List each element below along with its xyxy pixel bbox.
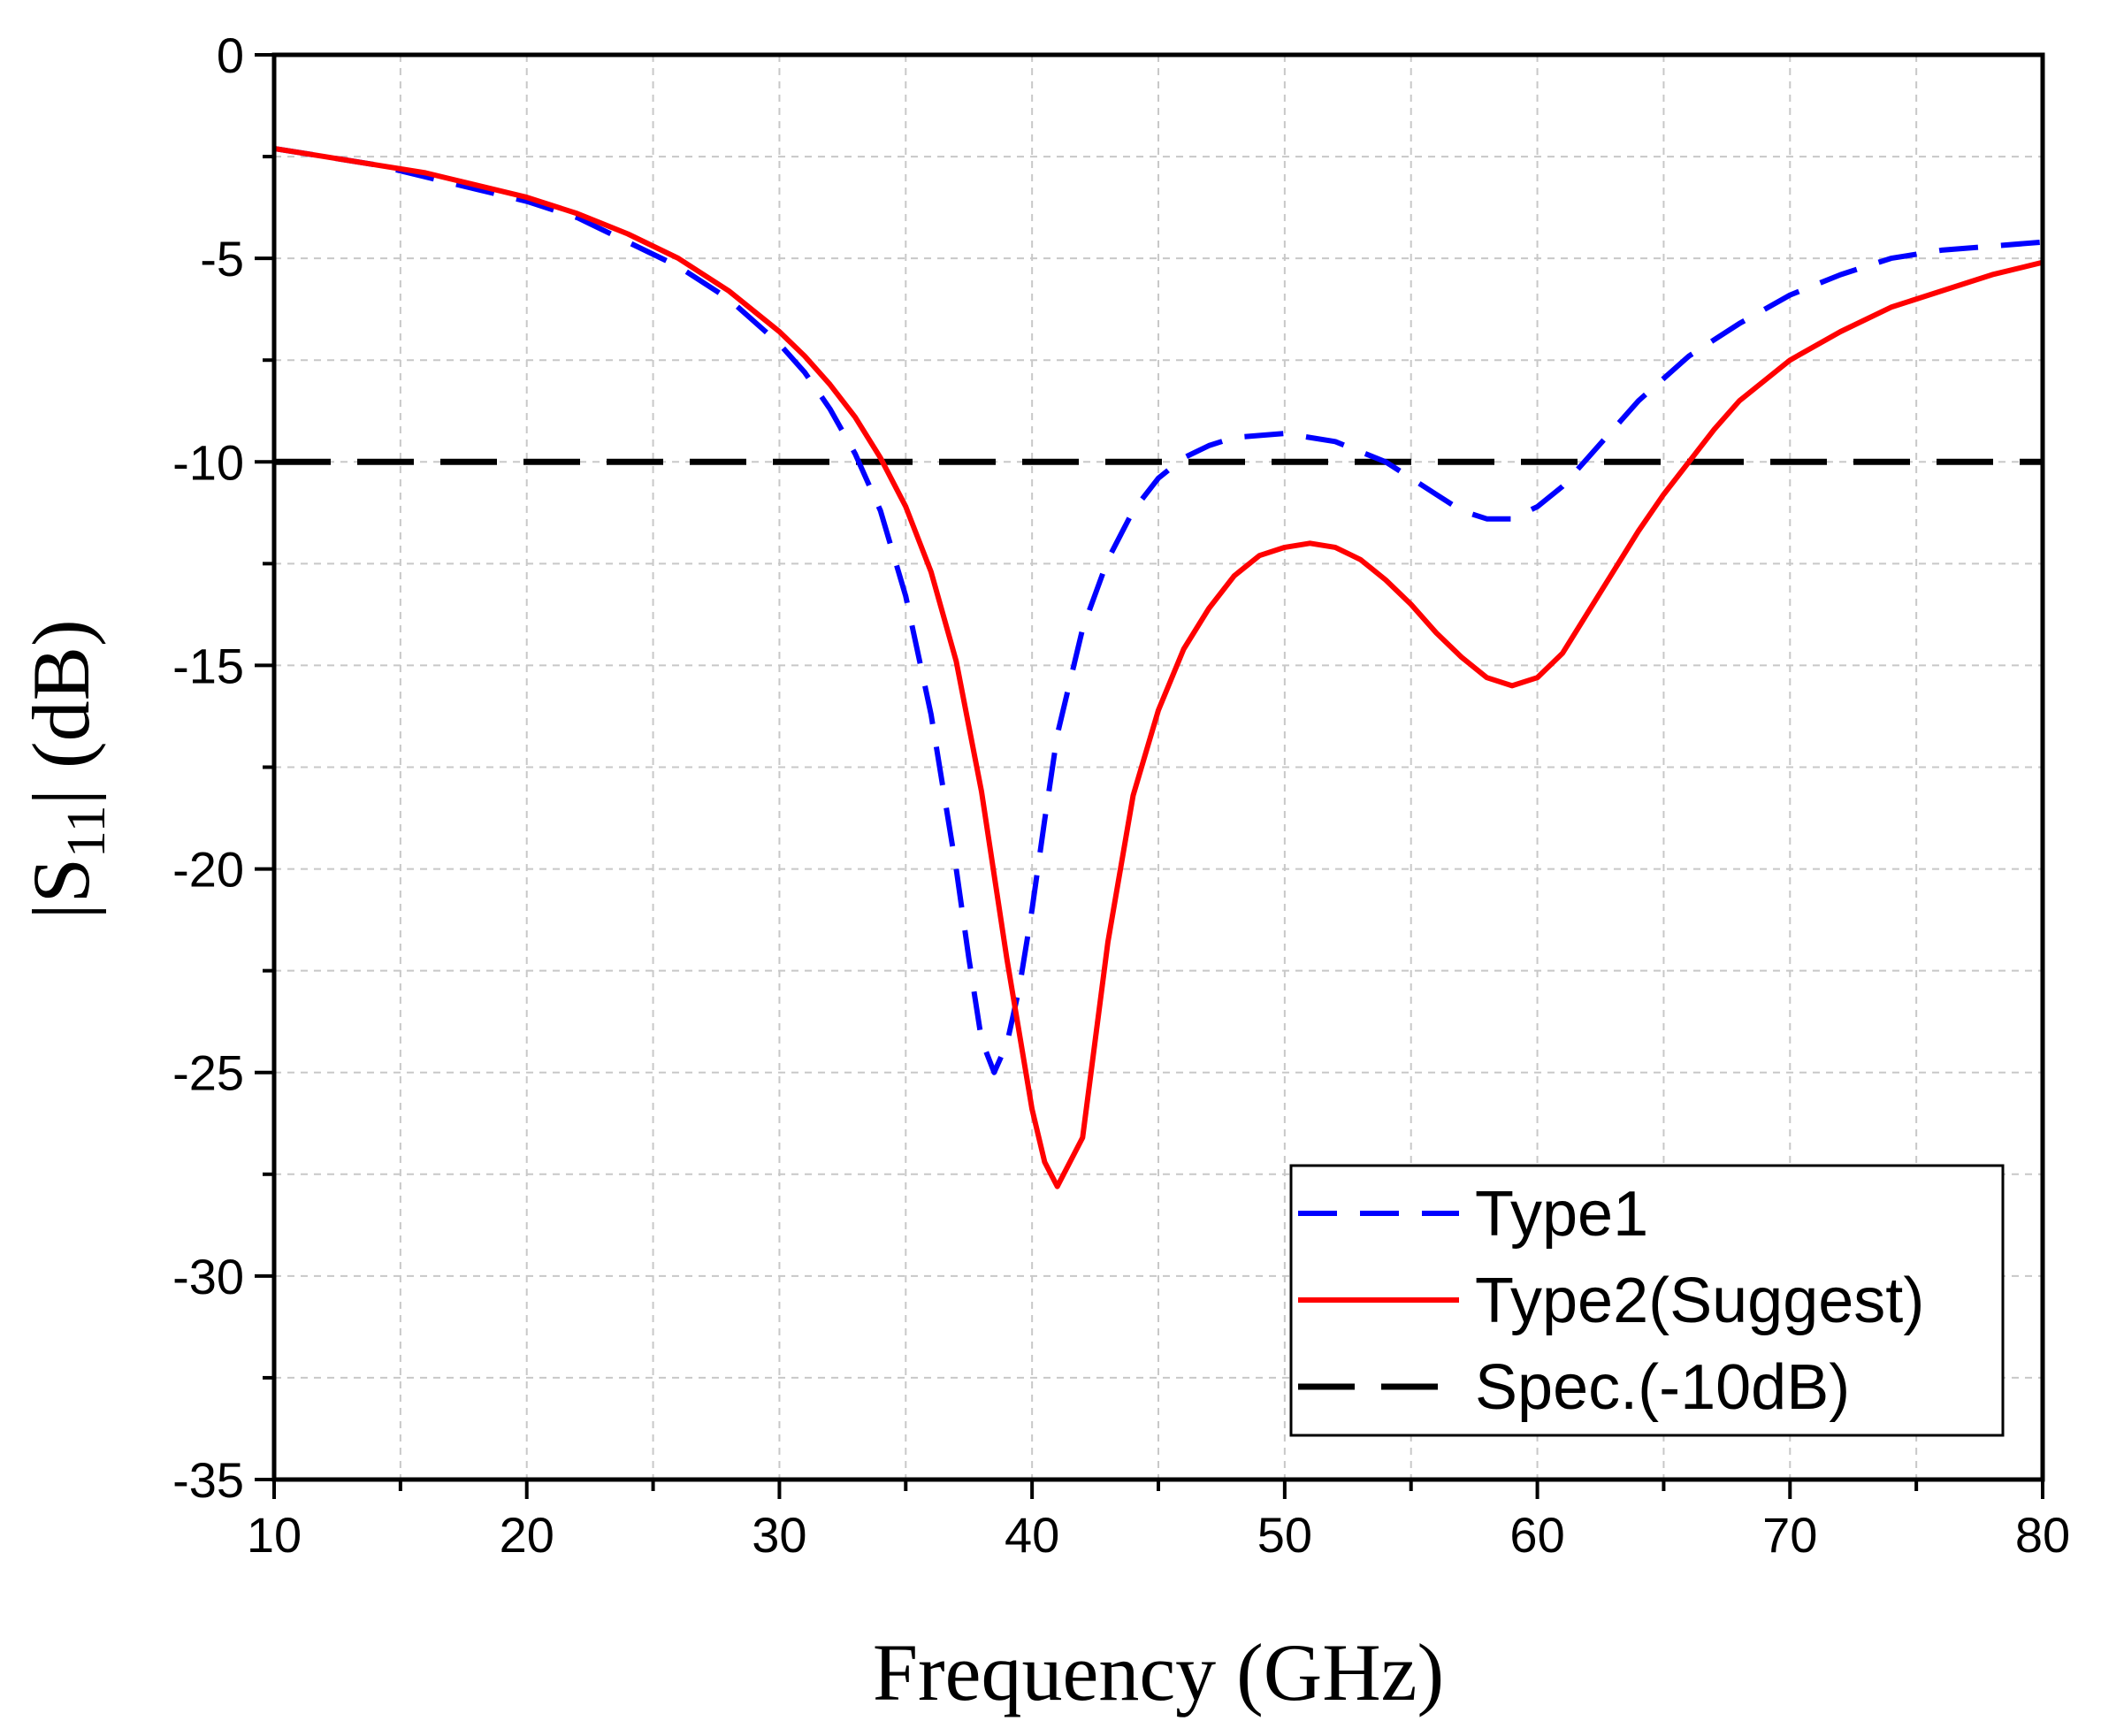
y-tick-label: -35 — [172, 1452, 244, 1508]
axis-ticks — [255, 53, 2044, 1499]
y-tick-label: -10 — [172, 434, 244, 490]
y-tick-label: 0 — [217, 27, 244, 83]
x-tick-label: 80 — [2015, 1507, 2070, 1563]
y-axis-title: |S11| (dB) — [16, 619, 117, 919]
y-axis-title-suffix: | (dB) — [16, 619, 106, 805]
series-line-type1 — [274, 145, 2043, 1075]
x-tick-label: 10 — [247, 1507, 302, 1563]
x-tick-label: 20 — [500, 1507, 554, 1563]
y-axis-tick-labels: 0 -5 -10 -15 -20 -25 -30 -35 — [172, 27, 244, 1508]
y-tick-label: -15 — [172, 638, 244, 693]
y-tick-label: -20 — [172, 842, 244, 898]
x-tick-label: 70 — [1762, 1507, 1817, 1563]
series-layer — [274, 145, 2043, 1189]
y-axis-title-subscript: 11 — [57, 805, 117, 858]
series-line-type2-suggest — [274, 145, 2043, 1189]
y-tick-label: -5 — [200, 231, 244, 287]
x-tick-label: 50 — [1257, 1507, 1312, 1563]
legend-label-type1: Type1 — [1475, 1179, 1648, 1250]
legend-label-type2: Type2(Suggest) — [1475, 1266, 1924, 1336]
x-axis-tick-labels: 10 20 30 40 50 60 70 80 — [247, 1507, 2070, 1563]
x-tick-label: 40 — [1005, 1507, 1059, 1563]
y-tick-label: -30 — [172, 1249, 244, 1304]
x-axis-title: Frequency (GHz) — [873, 1627, 1444, 1717]
legend-label-spec: Spec.(-10dB) — [1475, 1352, 1850, 1423]
legend: Type1 Type2(Suggest) Spec.(-10dB) — [1289, 1164, 2005, 1437]
x-tick-label: 60 — [1509, 1507, 1564, 1563]
y-axis-title-prefix: |S — [16, 858, 106, 920]
y-tick-label: -25 — [172, 1045, 244, 1101]
x-tick-label: 30 — [752, 1507, 806, 1563]
